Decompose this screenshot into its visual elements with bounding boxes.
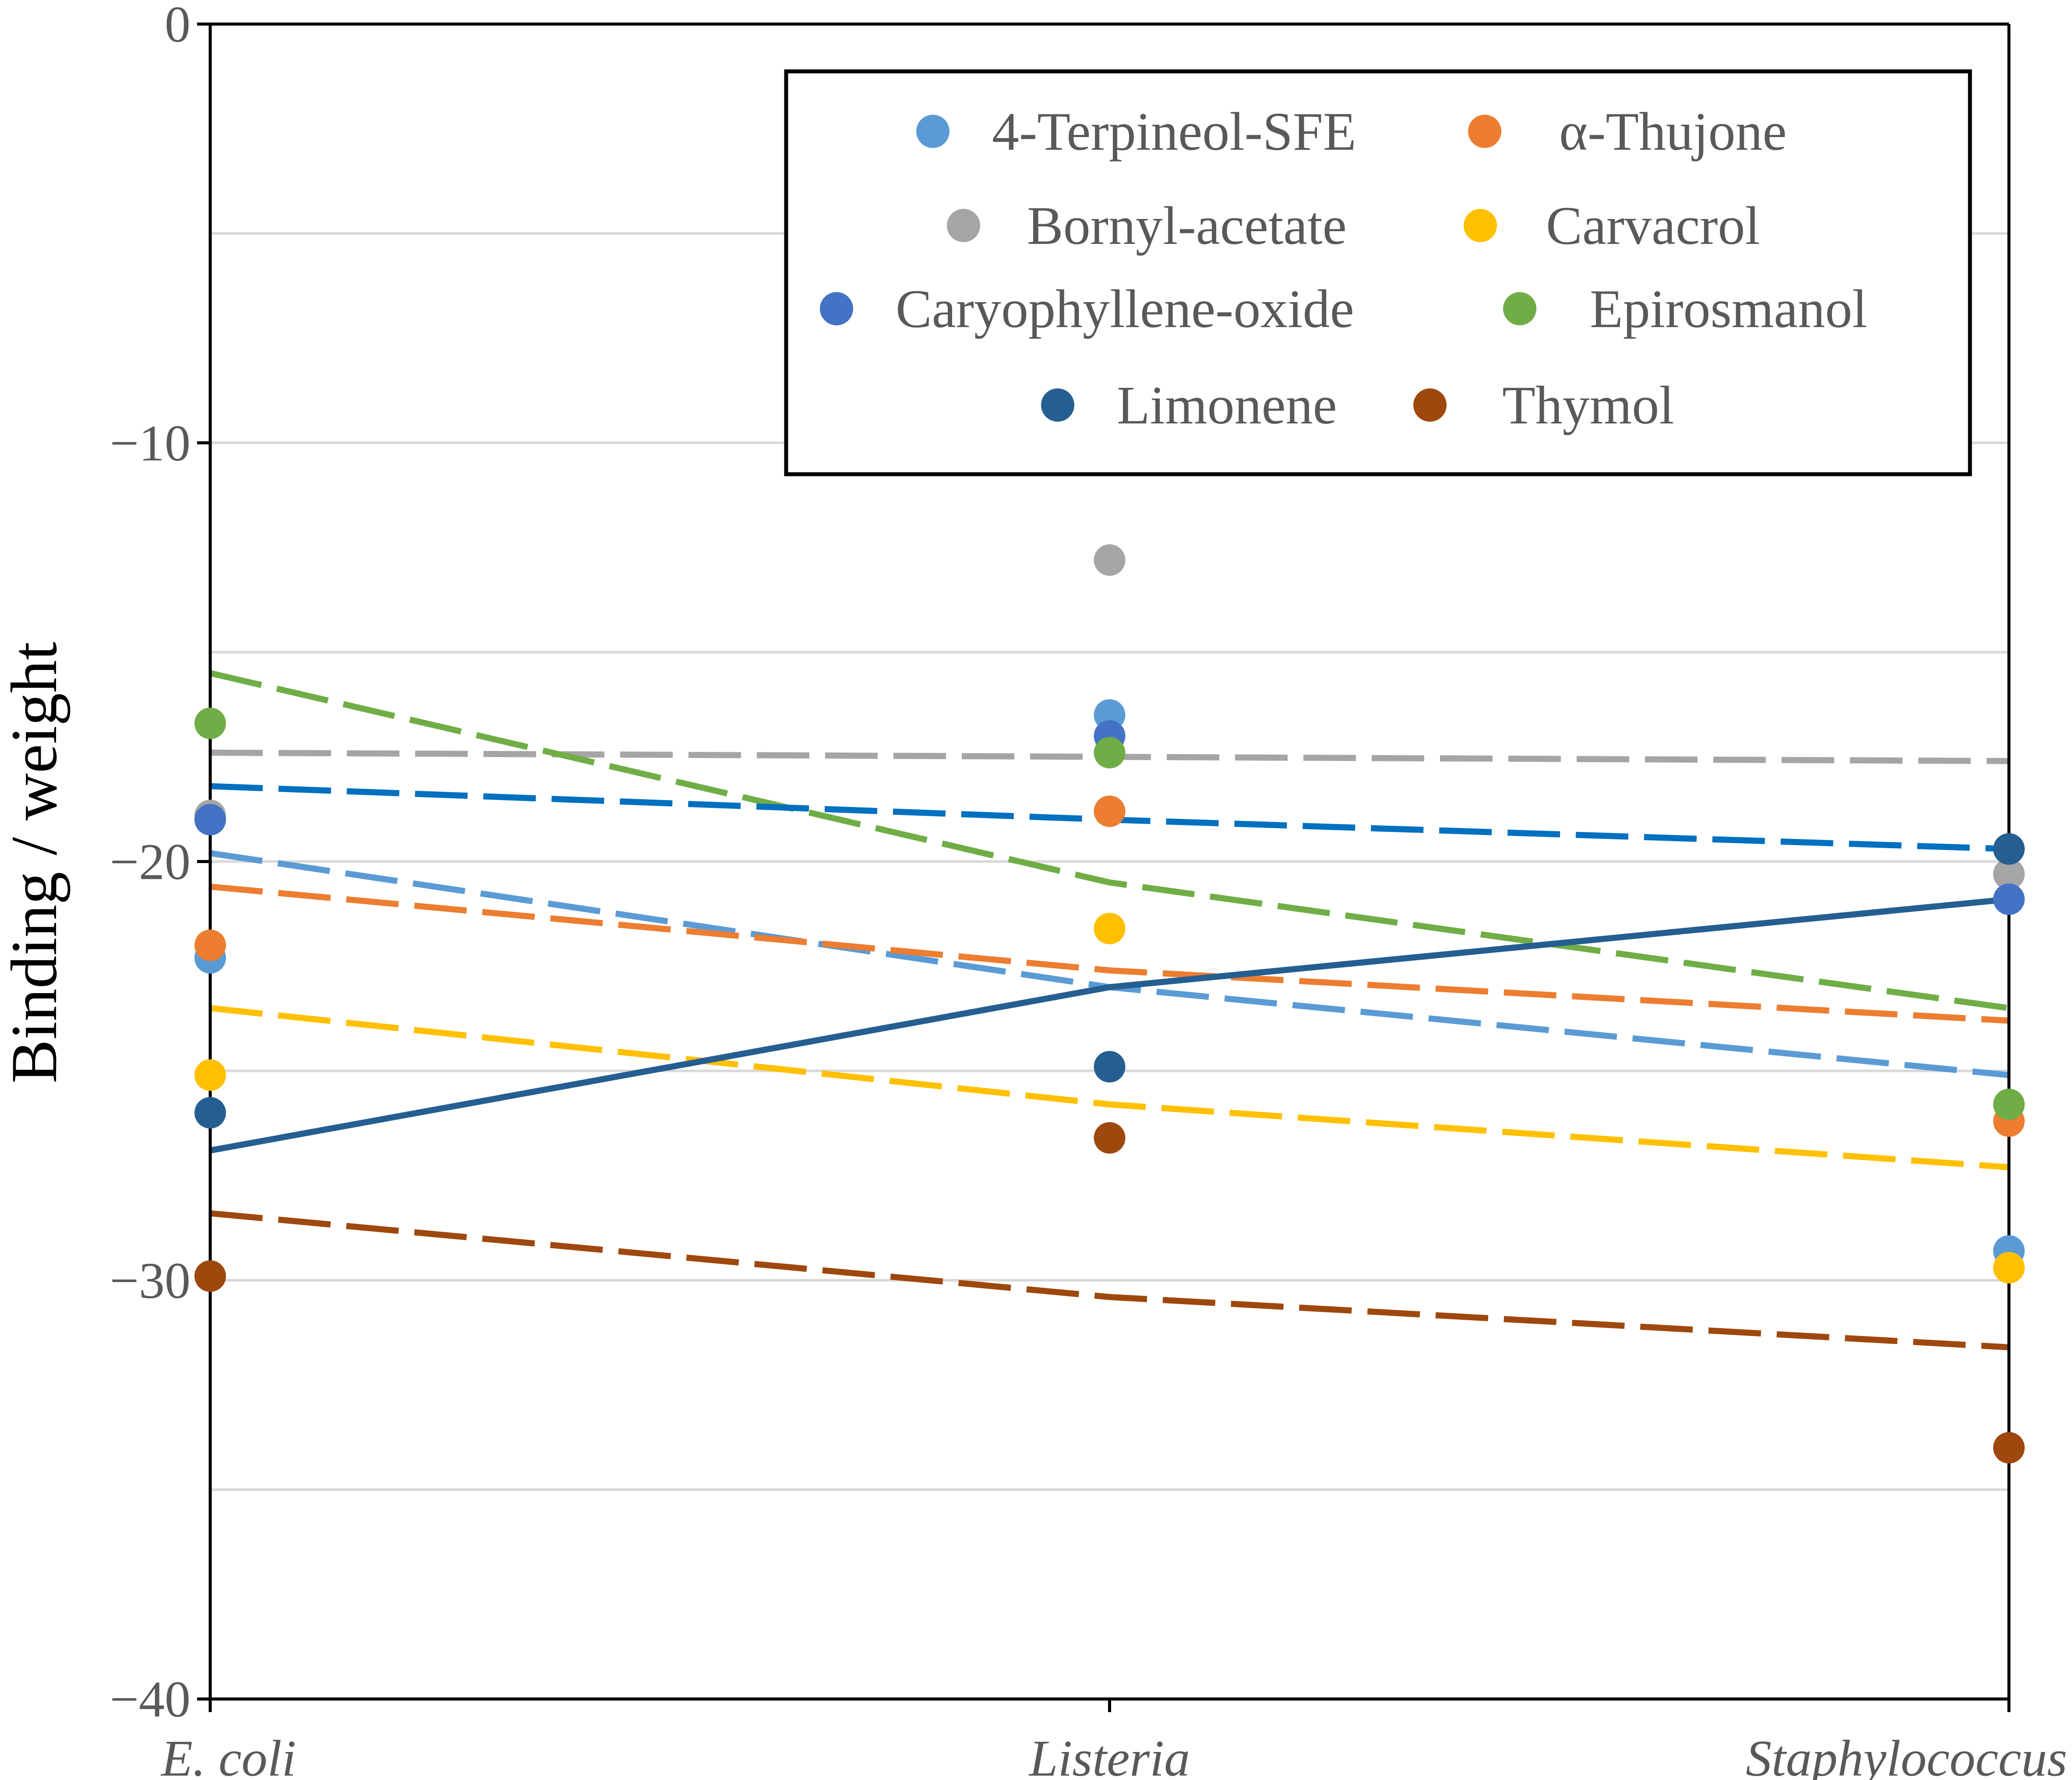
point-carvacrol [194,1059,226,1091]
legend-label-limonene: Limonene [1117,375,1337,435]
y-tick-label: 0 [165,0,191,53]
legend-marker-4-terpineol-sfe [916,115,950,148]
point-limonene [1993,833,2025,865]
point-limonene [1094,1051,1126,1083]
point-thymol [1094,1122,1126,1154]
trendline-limonene [209,896,2009,1154]
trendline-epirosmanol [209,670,2009,1012]
axes [197,22,2011,1712]
trendline-thymol [210,1210,2009,1350]
legend-marker-carvacrol [1464,209,1497,242]
y-tick-label: −20 [109,833,191,891]
point-carvacrol [1094,913,1126,945]
legend-box [784,69,1972,476]
y-tick-label: −30 [109,1252,191,1309]
trendlines [209,670,2009,1350]
legend-label-epirosmanol: Epirosmanol [1590,279,1867,339]
point-limonene [194,1097,226,1129]
legend-marker-bornyl-acetate [947,209,980,242]
point-carvacrol [1993,1252,2025,1284]
legend-marker-epirosmanol [1503,292,1536,325]
trendline-carvacrol [210,1005,2009,1170]
point-caryophyllene-oxide [194,804,226,835]
point-epirosmanol [194,707,226,739]
legend-label-bornyl-acetate: Bornyl-acetate [1027,196,1347,256]
legend-label-carvacrol: Carvacrol [1546,196,1760,256]
trendline-4-terpineol-sfe [209,850,2009,1079]
point--thujone [194,929,226,961]
legend-marker-caryophyllene-oxide [820,292,853,325]
legend-label-thymol: Thymol [1502,375,1674,435]
point-thymol [194,1260,226,1292]
point-epirosmanol [1094,737,1126,768]
legend-label-caryophyllene-oxide: Caryophyllene-oxide [896,279,1354,339]
point-bornyl-acetate [1094,544,1126,576]
legend-marker-thymol [1413,388,1447,422]
data-points [194,544,2025,1464]
legend-marker-limonene [1041,388,1074,422]
point-thymol [1993,1432,2025,1464]
legend-label--thujone: α-Thujone [1559,102,1787,162]
y-tick-label: −40 [109,1671,191,1728]
legend: 4-Terpineol-SFE α-Thujone Bornyl-acetate Ca… [784,69,1972,476]
point-bornyl-acetate [1993,858,2025,890]
point-caryophyllene-oxide [1993,883,2025,915]
trendline--thujone [210,883,2009,1024]
y-axis-title: Binding / weight [0,642,71,1083]
point--thujone [1094,795,1126,827]
legend-label-4-terpineol-sfe: 4-Terpineol-SFE [992,102,1356,162]
x-category-label: Listeria [1028,1730,1190,1780]
x-category-label: Staphylococcus [1746,1730,2067,1780]
x-category-label: E. coli [160,1730,296,1780]
legend-marker--thujone [1468,115,1501,148]
y-tick-label: −10 [109,414,191,472]
point-epirosmanol [1993,1089,2025,1121]
